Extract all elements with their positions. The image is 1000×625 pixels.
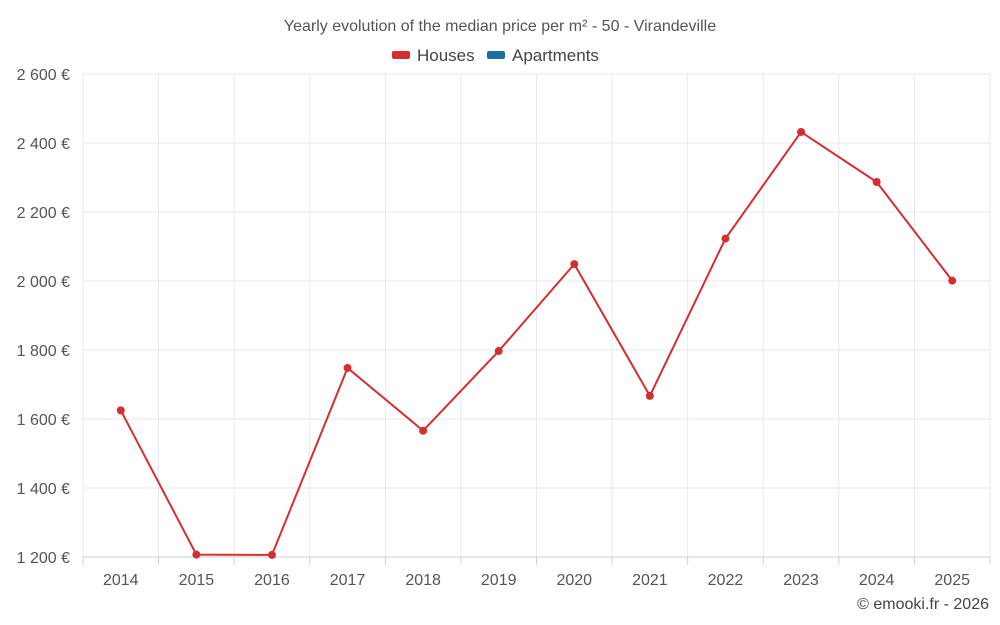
x-tick-label: 2024 [859,572,895,589]
chart-title: Yearly evolution of the median price per… [284,18,716,35]
x-tick-label: 2020 [556,572,592,589]
data-point[interactable] [267,550,276,559]
x-tick-label: 2017 [330,572,366,589]
legend: Houses Apartments [392,46,599,65]
data-point[interactable] [343,363,352,372]
x-tick-label: 2018 [405,572,441,589]
series-line-houses [119,130,954,556]
data-point[interactable] [494,347,503,356]
credit-text: © emooki.fr - 2026 [857,596,989,613]
y-tick-label: 1 400 € [17,481,70,498]
x-tick-label: 2021 [632,572,668,589]
x-tick-label: 2015 [179,572,215,589]
x-tick-label: 2019 [481,572,517,589]
x-tick-label: 2022 [708,572,744,589]
y-tick-label: 2 000 € [17,274,70,291]
y-tick-label: 2 400 € [17,136,70,153]
y-tick-label: 2 200 € [17,205,70,222]
x-axis [82,556,991,565]
data-point[interactable] [192,550,201,559]
series-lines [119,130,954,556]
data-point[interactable] [948,276,957,285]
legend-item-houses[interactable]: Houses [392,46,475,65]
series-points [116,127,957,559]
x-gridlines [82,74,991,557]
x-tick-label: 2023 [783,572,819,589]
legend-item-apartments[interactable]: Apartments [487,46,599,65]
data-point[interactable] [721,234,730,243]
legend-label-houses: Houses [417,46,475,65]
x-axis-labels: 2014 2015 2016 2017 2018 2019 2020 2021 2022 2023… [103,572,970,589]
legend-label-apartments: Apartments [512,46,599,65]
x-tick-label: 2016 [254,572,290,589]
y-axis-labels: 1 200 € 1 400 € 1 600 € 1 800 € 2 000 € 2 200… [17,67,70,567]
y-tick-label: 1 600 € [17,412,70,429]
data-point[interactable] [872,177,881,186]
data-point[interactable] [797,127,806,136]
y-tick-label: 2 600 € [17,67,70,84]
data-point[interactable] [116,406,125,415]
legend-swatch-houses [392,51,410,59]
y-tick-label: 1 800 € [17,343,70,360]
data-point[interactable] [419,426,428,435]
data-point[interactable] [645,391,654,400]
data-point[interactable] [570,260,579,269]
y-tick-label: 1 200 € [17,550,70,567]
x-tick-label: 2025 [934,572,970,589]
legend-swatch-apartments [487,51,505,59]
x-tick-label: 2014 [103,572,139,589]
